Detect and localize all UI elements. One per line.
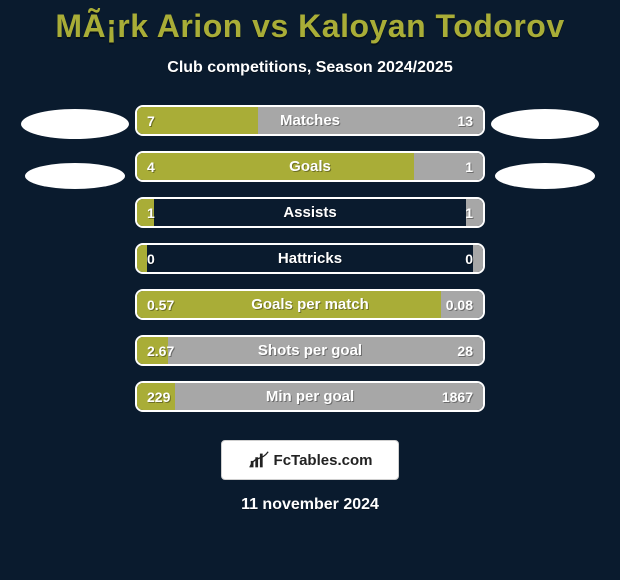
stat-fill-right: [473, 245, 483, 272]
stat-row: 2.6728Shots per goal: [135, 335, 485, 366]
stat-label: Hattricks: [137, 245, 483, 272]
stat-label: Assists: [137, 199, 483, 226]
stat-fill-left: [137, 291, 441, 318]
stat-fill-left: [137, 107, 258, 134]
stat-fill-left: [137, 383, 175, 410]
stat-row: 41Goals: [135, 151, 485, 182]
stat-bars: 713Matches 41Goals 11Assists 00Hattricks 0.5…: [135, 105, 485, 412]
source-logo: FcTables.com: [221, 440, 399, 480]
right-flag-placeholder: [495, 163, 595, 189]
stat-fill-left: [137, 337, 168, 364]
stat-fill-left: [137, 245, 147, 272]
subtitle: Club competitions, Season 2024/2025: [167, 59, 452, 77]
logo-text: FcTables.com: [274, 452, 373, 469]
stat-fill-right: [441, 291, 483, 318]
stat-fill-right: [258, 107, 483, 134]
stat-row: 713Matches: [135, 105, 485, 136]
stat-row: 2291867Min per goal: [135, 381, 485, 412]
left-club-badge-placeholder: [21, 109, 129, 139]
left-flag-placeholder: [25, 163, 125, 189]
stat-fill-right: [414, 153, 483, 180]
right-club-badge-placeholder: [491, 109, 599, 139]
right-badge-col: [485, 105, 605, 412]
stat-fill-left: [137, 153, 414, 180]
stat-row: 00Hattricks: [135, 243, 485, 274]
stat-row: 11Assists: [135, 197, 485, 228]
left-badge-col: [15, 105, 135, 412]
stats-area: 713Matches 41Goals 11Assists 00Hattricks 0.5…: [0, 105, 620, 412]
stat-fill-right: [175, 383, 483, 410]
bar-chart-icon: [248, 449, 270, 471]
stat-fill-left: [137, 199, 154, 226]
date: 11 november 2024: [241, 496, 379, 514]
comparison-infographic: MÃ¡rk Arion vs Kaloyan Todorov Club comp…: [0, 0, 620, 580]
stat-row: 0.570.08Goals per match: [135, 289, 485, 320]
page-title: MÃ¡rk Arion vs Kaloyan Todorov: [55, 8, 564, 45]
stat-fill-right: [466, 199, 483, 226]
stat-fill-right: [168, 337, 483, 364]
stat-value-left: 0: [147, 245, 155, 272]
